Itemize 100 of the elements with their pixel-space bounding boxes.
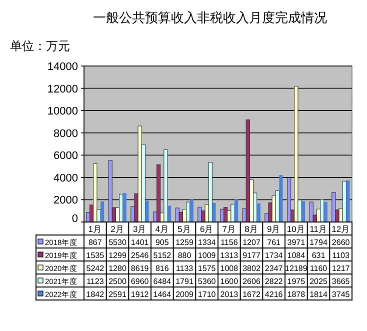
data-label: 1259 — [176, 238, 194, 247]
data-label: 5530 — [108, 238, 127, 247]
x-tick-label: 10月 — [286, 224, 306, 234]
bar — [138, 126, 142, 222]
bar — [212, 202, 216, 222]
data-label: 2009 — [176, 290, 194, 299]
data-label: 1313 — [220, 251, 239, 260]
data-label: 1123 — [86, 277, 104, 286]
data-label: 5360 — [198, 277, 216, 286]
data-label: 1334 — [198, 238, 216, 247]
data-label: 4216 — [264, 290, 284, 299]
data-label: 3971 — [287, 238, 306, 247]
chart-subtitle: 单位：万元 — [10, 39, 70, 53]
bar — [230, 204, 235, 222]
data-label: 816 — [155, 264, 170, 273]
data-label: 12189 — [285, 264, 308, 273]
bar — [246, 119, 250, 222]
y-tick-label: 10000 — [47, 106, 78, 118]
data-label: 905 — [155, 238, 170, 247]
data-label: 1878 — [287, 290, 306, 299]
data-label: 1464 — [153, 290, 172, 299]
x-tick-label: 6月 — [200, 224, 214, 234]
data-label: 1207 — [242, 238, 261, 247]
data-label: 2822 — [264, 277, 284, 286]
x-tick-label: 12月 — [332, 224, 350, 234]
data-label: 1814 — [310, 290, 328, 299]
data-label: 1672 — [242, 290, 261, 299]
data-label: 1794 — [310, 238, 328, 247]
data-label: 2606 — [242, 277, 261, 286]
bar — [286, 178, 292, 222]
data-label: 3745 — [332, 290, 350, 299]
data-label: 1535 — [86, 251, 105, 260]
data-label: 8619 — [130, 264, 150, 273]
y-tick-label: 8000 — [54, 128, 78, 140]
bar — [156, 164, 161, 222]
x-tick-label: 5月 — [178, 224, 192, 234]
data-label: 880 — [178, 251, 192, 260]
y-tick-label: 14000 — [47, 61, 78, 73]
data-label: 6960 — [130, 277, 150, 286]
bar — [190, 200, 194, 222]
y-tick-label: 12000 — [47, 83, 78, 96]
data-label: 1912 — [130, 290, 150, 299]
data-label: 1842 — [86, 290, 105, 299]
data-label: 2013 — [220, 290, 239, 299]
x-tick-label: 1月 — [88, 224, 102, 234]
data-label: 2660 — [332, 238, 350, 247]
data-label: 1975 — [287, 277, 306, 286]
data-label: 1103 — [332, 251, 350, 260]
data-label: 5242 — [86, 264, 105, 273]
bar — [302, 201, 306, 222]
x-tick-label: 2月 — [110, 224, 124, 234]
bar — [145, 200, 149, 222]
data-label: 2500 — [108, 277, 127, 286]
data-label: 1160 — [310, 264, 328, 273]
bar — [346, 180, 350, 222]
data-label: 631 — [312, 251, 326, 260]
y-tick-label: 2000 — [54, 194, 78, 207]
data-label: 1217 — [332, 264, 350, 273]
bar — [119, 194, 124, 222]
data-label: 1791 — [176, 277, 194, 286]
data-label: 1008 — [220, 264, 239, 273]
bar — [256, 203, 260, 222]
data-label: 1156 — [220, 238, 238, 247]
chart-title: 一般公共预算收入非税收入月度完成情况 — [93, 10, 327, 25]
data-label: 761 — [267, 238, 282, 247]
data-label: 1280 — [108, 264, 127, 273]
bar — [208, 162, 212, 222]
y-tick-label: 0 — [72, 213, 78, 225]
bar — [122, 193, 126, 222]
data-label: 3665 — [332, 277, 350, 286]
data-label: 1401 — [130, 238, 150, 247]
x-tick-label: 9月 — [266, 224, 281, 234]
data-label: 6484 — [153, 277, 172, 286]
data-label: 3802 — [242, 264, 261, 273]
bar — [168, 206, 172, 222]
x-tick-label: 3月 — [132, 224, 147, 234]
data-label: 2546 — [130, 251, 150, 260]
y-tick-label: 4000 — [54, 172, 78, 184]
bar — [294, 86, 298, 222]
bar — [175, 208, 180, 222]
data-label: 1009 — [198, 251, 216, 260]
bar — [320, 199, 324, 222]
x-tick-label: 11月 — [310, 224, 328, 234]
bar — [324, 202, 328, 222]
bar — [309, 202, 314, 222]
y-tick-label: 6000 — [54, 150, 78, 162]
x-tick-label: 4月 — [155, 224, 170, 234]
data-label: 1734 — [264, 251, 284, 260]
x-tick-label: 7月 — [222, 224, 236, 234]
data-label: 867 — [88, 238, 102, 247]
bar — [100, 201, 104, 222]
bar — [93, 163, 98, 222]
data-label: 1084 — [287, 251, 306, 260]
data-label: 2025 — [310, 277, 328, 286]
data-label: 2347 — [264, 264, 284, 273]
bar — [108, 160, 112, 222]
bar — [234, 200, 238, 222]
bar — [279, 175, 283, 222]
data-label: 1299 — [108, 251, 127, 260]
data-label: 2591 — [108, 290, 127, 299]
